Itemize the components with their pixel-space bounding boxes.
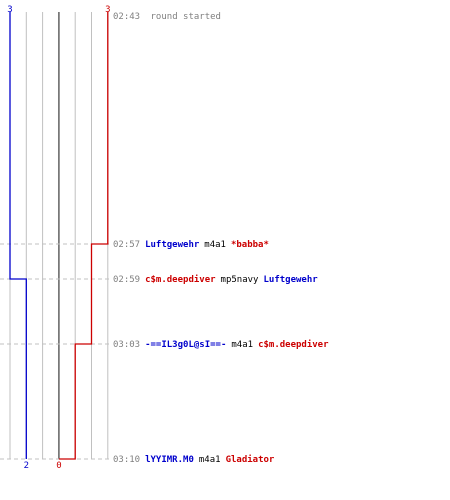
event-row: 02:59 c$m.deepdiver mp5navy Luftgewehr [113, 274, 318, 285]
team-a-score-line [9, 12, 27, 459]
event-time: 03:03 [113, 340, 140, 350]
event-time: 02:57 [113, 240, 140, 250]
event-dashed-lines [0, 243, 110, 460]
event-killer: Luftgewehr [145, 240, 200, 250]
event-killer: lYYIMR.M0 [145, 455, 194, 465]
event-row: 02:57 Luftgewehr m4a1 *babba* [113, 240, 269, 250]
event-weapon: m4a1 [199, 455, 221, 465]
event-killer: c$m.deepdiver [145, 274, 216, 285]
event-victim: Luftgewehr [263, 275, 318, 285]
team-b-score-line [58, 12, 109, 460]
team-b-start-score: 3 [105, 5, 110, 15]
event-log: 02:43 round started 02:57 Luftgewehr m4a1 *… [113, 12, 329, 465]
grid-lines [9, 12, 109, 459]
event-time: 02:59 [113, 275, 140, 285]
round-start-time: 02:43 [113, 12, 140, 22]
event-victim: *babba* [231, 240, 269, 250]
team-a-start-score: 3 [7, 5, 12, 15]
event-row: 03:03 -==IL3g0L@sI==- m4a1 c$m.deepdiver [113, 339, 329, 350]
event-weapon: m4a1 [204, 240, 226, 250]
team-a-end-score: 2 [24, 461, 29, 471]
event-victim: c$m.deepdiver [258, 339, 329, 350]
event-weapon: m4a1 [231, 340, 253, 350]
event-weapon: mp5navy [221, 275, 260, 285]
score-labels: 3 3 2 0 [7, 5, 110, 471]
team-b-end-score: 0 [56, 461, 61, 471]
round-start-row: 02:43 round started [113, 12, 221, 22]
event-row: 03:10 lYYIMR.M0 m4a1 Gladiator [113, 454, 275, 465]
event-time: 03:10 [113, 455, 140, 465]
round-start-text: round started [151, 12, 221, 22]
event-victim: Gladiator [226, 454, 275, 465]
score-lines [9, 12, 109, 460]
event-killer: -==IL3g0L@sI==- [145, 340, 226, 350]
